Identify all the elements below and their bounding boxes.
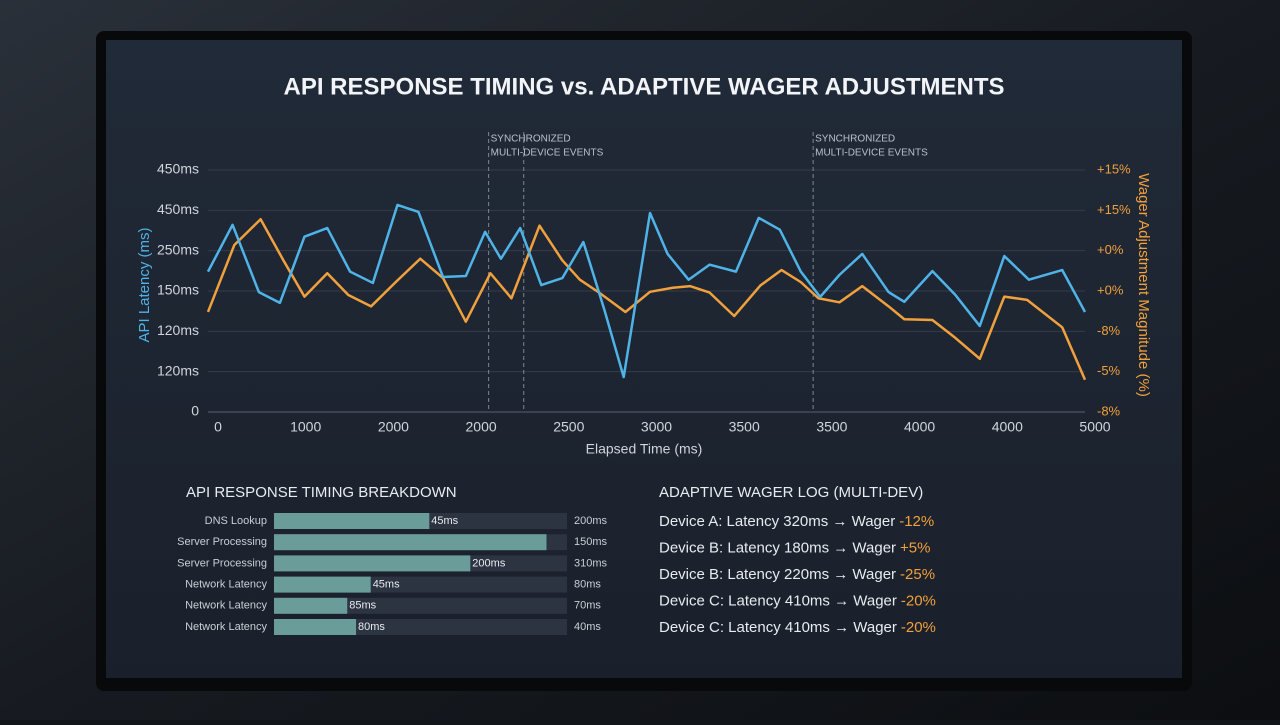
x-tick-label: 3000 xyxy=(641,419,672,435)
entry-text: Device B: Latency 180ms → Wager xyxy=(659,539,896,556)
log-entry: Device C: Latency 410ms → Wager -20% xyxy=(659,619,936,636)
row-value: 80ms xyxy=(574,579,601,591)
y-tick-label: 450ms xyxy=(157,201,199,217)
y2-tick-label: -5% xyxy=(1097,363,1121,378)
y-tick-label: 0 xyxy=(191,403,199,419)
x-tick-label: 2500 xyxy=(553,419,584,435)
x-axis-title: Elapsed Time (ms) xyxy=(586,441,703,457)
x-tick-label: 2000 xyxy=(378,419,409,435)
series-line xyxy=(206,203,1087,379)
entry-text: Device C: Latency 410ms → Wager xyxy=(659,592,897,609)
x-tick-label: 1000 xyxy=(290,419,321,435)
y-tick-label: 450ms xyxy=(157,161,199,177)
y-tick-label: 150ms xyxy=(157,282,199,298)
bar-fill xyxy=(274,597,348,614)
annotation: MULTI-DEVICE EVENTS xyxy=(491,148,604,159)
row-value: 70ms xyxy=(574,600,601,612)
breakdown-title: API RESPONSE TIMING BREAKDOWN xyxy=(186,484,457,501)
row-value: 150ms xyxy=(574,536,608,548)
bar-fill xyxy=(274,576,371,593)
log-entry: Device B: Latency 180ms → Wager +5% xyxy=(659,539,931,556)
wager-value: -20% xyxy=(901,592,936,609)
y2-tick-label: +0% xyxy=(1097,242,1124,257)
series-line xyxy=(206,217,1087,381)
row-label: Network Latency xyxy=(185,579,267,591)
wager-value: -25% xyxy=(900,566,935,583)
bar-fill xyxy=(274,619,357,635)
x-tick-label: 2000 xyxy=(466,419,497,435)
log-entry: Device B: Latency 220ms → Wager -25% xyxy=(659,566,935,583)
bar-fill xyxy=(274,513,430,529)
chart-title: API RESPONSE TIMING vs. ADAPTIVE WAGER A… xyxy=(284,73,1005,100)
y-tick-label: 120ms xyxy=(157,362,199,378)
entry-text: Device A: Latency 320ms → Wager xyxy=(659,513,895,530)
bar-value: 45ms xyxy=(431,515,458,527)
x-tick-label: 3500 xyxy=(729,419,760,435)
log-entry: Device C: Latency 410ms → Wager -20% xyxy=(659,592,936,609)
y2-tick-label: +0% xyxy=(1097,282,1124,297)
bar-value: 85ms xyxy=(349,600,376,612)
x-tick-label: 0 xyxy=(214,419,222,435)
wager-value: -20% xyxy=(901,619,936,636)
row-label: Server Processing xyxy=(177,557,267,569)
wager-value: -12% xyxy=(899,513,934,530)
y2-tick-label: +15% xyxy=(1097,161,1131,176)
row-value: 200ms xyxy=(574,515,608,527)
x-tick-label: 4000 xyxy=(904,419,935,435)
log-entry: Device A: Latency 320ms → Wager -12% xyxy=(659,513,934,530)
annotation: MULTI-DEVICE EVENTS xyxy=(815,148,928,159)
row-label: Network Latency xyxy=(185,621,267,633)
row-label: DNS Lookup xyxy=(205,515,267,527)
screen xyxy=(106,40,1182,678)
y-tick-label: 250ms xyxy=(157,241,199,257)
y-axis-title: API Latency (ms) xyxy=(136,227,153,342)
annotation: SYNCHRONIZED xyxy=(491,134,571,145)
bar-fill xyxy=(274,555,471,572)
wager-value: +5% xyxy=(900,539,930,556)
y2-axis-title: Wager Adjustment Magnitude (%) xyxy=(1135,173,1152,397)
bar-value: 200ms xyxy=(472,557,506,569)
entry-text: Device B: Latency 220ms → Wager xyxy=(659,566,896,583)
y-tick-label: 120ms xyxy=(157,322,199,338)
log-title: ADAPTIVE WAGER LOG (MULTI-DEV) xyxy=(659,484,923,501)
annotation: SYNCHRONIZED xyxy=(815,134,895,145)
y2-tick-label: -8% xyxy=(1097,403,1121,418)
x-tick-label: 4000 xyxy=(992,419,1023,435)
row-value: 310ms xyxy=(574,557,608,569)
x-tick-label: 5000 xyxy=(1079,419,1110,435)
row-value: 40ms xyxy=(574,621,601,633)
row-label: Network Latency xyxy=(185,600,267,612)
row-label: Server Processing xyxy=(177,536,267,548)
entry-text: Device C: Latency 410ms → Wager xyxy=(659,619,897,636)
bar-fill xyxy=(274,534,547,551)
bar-value: 80ms xyxy=(358,621,385,633)
bar-value: 45ms xyxy=(373,579,400,591)
x-tick-label: 3500 xyxy=(816,419,847,435)
y2-tick-label: -8% xyxy=(1097,323,1121,338)
y2-tick-label: +15% xyxy=(1097,202,1131,217)
